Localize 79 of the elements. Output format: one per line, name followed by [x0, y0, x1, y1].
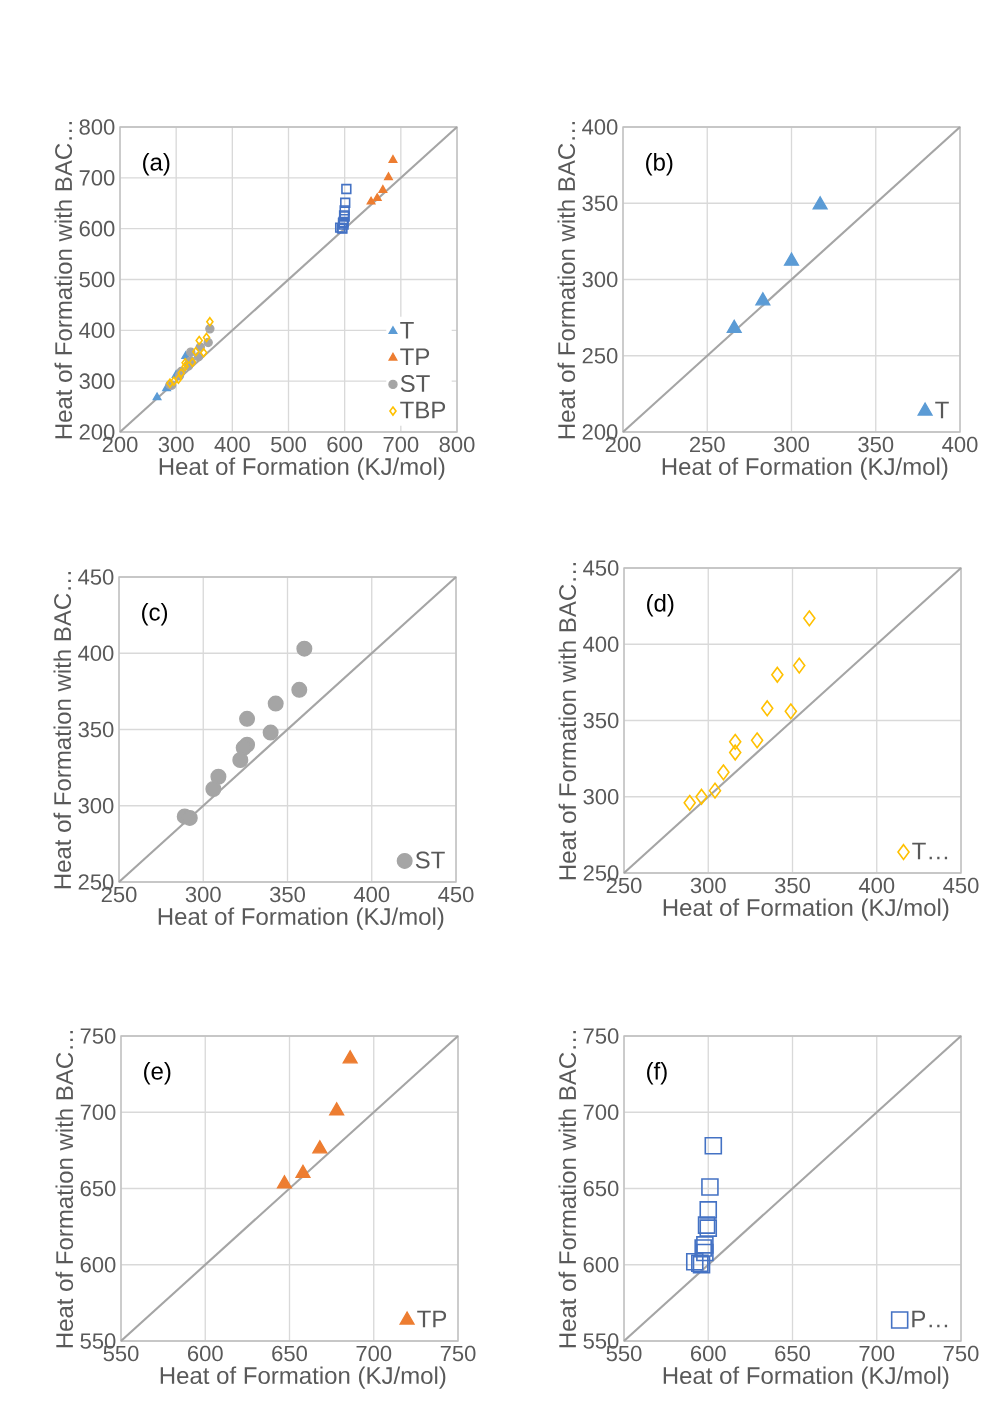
x-tick-label: 450: [943, 877, 979, 894]
y-tick-label: 400: [583, 636, 619, 653]
x-tick-label: 750: [943, 1345, 979, 1362]
annotation: (c): [142, 603, 168, 626]
y-tick-label: 450: [78, 569, 114, 585]
y-tick-label: 300: [582, 271, 618, 288]
y-tick-label: 350: [582, 195, 618, 212]
x-tick-label: 300: [690, 877, 726, 894]
x-tick-label: 300: [158, 436, 194, 453]
x-axis-title: Heat of Formation (KJ/mol): [160, 1366, 446, 1389]
x-tick-label: 600: [691, 1345, 726, 1362]
x-tick-label: 350: [858, 436, 894, 453]
y-tick-label: 700: [80, 1104, 116, 1121]
y-tick-label: 750: [583, 1028, 619, 1044]
y-tick-label: 350: [583, 712, 619, 729]
y-tick-label: 700: [583, 1104, 619, 1121]
y-tick-label: 500: [79, 271, 115, 288]
y-tick-label: 300: [583, 788, 619, 805]
x-tick-label: 500: [271, 436, 306, 453]
y-tick-label: 300: [78, 797, 114, 814]
x-tick-label: 700: [356, 1345, 392, 1362]
legend-label: TP: [417, 1310, 447, 1328]
y-tick-label: 250: [582, 347, 618, 364]
x-tick-label: 600: [188, 1345, 223, 1362]
x-tick-label: 650: [775, 1345, 810, 1362]
x-tick-label: 700: [859, 1345, 895, 1362]
legend-label: TP: [400, 348, 430, 366]
legend-label: P…: [912, 1310, 948, 1328]
x-tick-label: 300: [773, 436, 809, 453]
x-axis-title: Heat of Formation (KJ/mol): [663, 1366, 949, 1389]
x-tick-label: 400: [858, 877, 895, 894]
x-tick-label: 400: [214, 436, 250, 453]
y-tick-label: 650: [583, 1180, 619, 1197]
y-tick-label: 650: [80, 1180, 116, 1197]
x-tick-label: 750: [440, 1345, 476, 1362]
x-tick-label: 800: [439, 436, 475, 453]
y-tick-label: 600: [583, 1256, 619, 1273]
x-tick-label: 350: [774, 877, 810, 894]
x-tick-label: 300: [185, 886, 221, 903]
y-tick-label: 600: [80, 1256, 116, 1273]
annotation: (f): [647, 1062, 667, 1085]
annotation: (d): [647, 594, 674, 617]
y-axis-title: Heat of Formation with BAC…: [54, 122, 73, 439]
x-tick-label: 700: [383, 436, 419, 453]
y-axis-title: Heat of Formation with BAC…: [557, 122, 576, 439]
legend-label: TBP: [400, 401, 446, 419]
x-tick-label: 650: [272, 1345, 307, 1362]
x-tick-label: 400: [353, 886, 390, 903]
annotation: (e): [144, 1062, 171, 1085]
x-axis-title: Heat of Formation (KJ/mol): [159, 457, 445, 480]
annotation: (a): [143, 153, 170, 176]
x-axis-title: Heat of Formation (KJ/mol): [158, 907, 444, 930]
legend-label: T: [400, 321, 414, 339]
legend-label: T: [935, 401, 949, 419]
x-axis-title: Heat of Formation (KJ/mol): [662, 457, 948, 480]
y-axis-title: Heat of Formation with BAC…: [55, 1031, 74, 1348]
legend-label: T…: [912, 842, 948, 860]
y-tick-label: 800: [79, 119, 115, 135]
x-axis-title: Heat of Formation (KJ/mol): [663, 898, 949, 921]
x-tick-label: 400: [942, 436, 978, 453]
legend-label: ST: [415, 851, 445, 869]
y-tick-label: 300: [79, 373, 115, 389]
y-tick-label: 400: [78, 645, 114, 662]
y-axis-title: Heat of Formation with BAC…: [558, 1031, 577, 1348]
legend-label: ST: [400, 375, 430, 393]
y-tick-label: 750: [80, 1028, 116, 1044]
y-axis-title: Heat of Formation with BAC…: [558, 563, 577, 880]
y-tick-label: 450: [583, 560, 619, 576]
y-tick-label: 350: [78, 721, 114, 738]
x-tick-label: 450: [438, 886, 474, 903]
y-tick-label: 400: [79, 322, 115, 339]
annotation: (b): [646, 153, 673, 176]
x-tick-label: 350: [269, 886, 305, 903]
x-tick-label: 250: [690, 436, 725, 453]
y-axis-title: Heat of Formation with BAC…: [53, 572, 72, 889]
y-tick-label: 400: [582, 119, 618, 135]
y-tick-label: 700: [79, 170, 115, 186]
x-tick-label: 600: [327, 436, 363, 453]
y-tick-label: 600: [79, 220, 115, 237]
